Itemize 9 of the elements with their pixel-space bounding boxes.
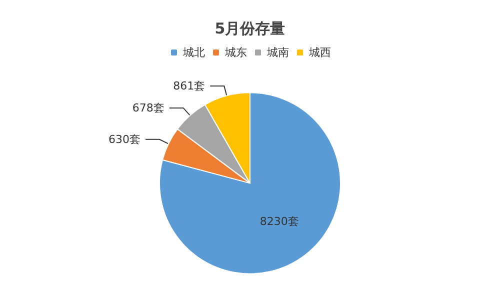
legend-label: 城西 xyxy=(308,46,331,59)
legend-label: 城南 xyxy=(266,46,289,59)
data-label: 630套 xyxy=(108,132,141,146)
data-label: 861套 xyxy=(173,80,206,93)
data-label: 8230套 xyxy=(260,214,299,228)
data-label: 678套 xyxy=(132,101,164,114)
chart-title: 5月份存量 xyxy=(214,20,286,38)
legend-label: 城东 xyxy=(224,46,247,59)
legend-label: 城北 xyxy=(182,46,205,59)
